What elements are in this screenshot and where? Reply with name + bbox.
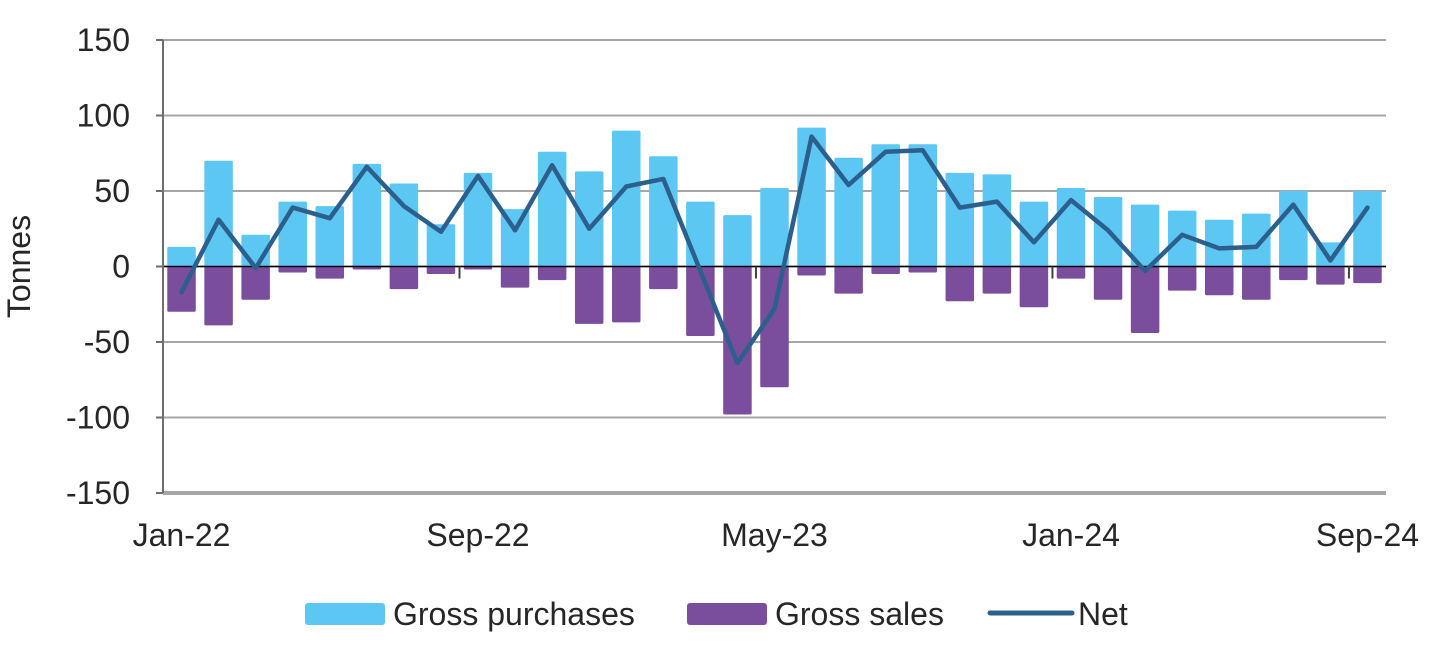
- bar-gross-sales-May-24: [1204, 266, 1234, 296]
- bar-gross-sales-May-22: [315, 266, 345, 279]
- bar-gross-purchases-May-23: [760, 187, 789, 267]
- x-tick-label-Jan-24: Jan-24: [1022, 517, 1120, 553]
- legend: Gross purchases Gross sales Net: [305, 596, 1128, 632]
- bars: [167, 127, 1382, 415]
- bar-gross-purchases-Apr-24: [1167, 210, 1197, 267]
- bar-gross-purchases-Feb-22: [204, 160, 233, 267]
- bar-gross-purchases-Sep-22: [463, 172, 493, 267]
- legend-label-gross-sales: Gross sales: [775, 596, 944, 632]
- bar-gross-purchases-Mar-24: [1130, 204, 1160, 267]
- bar-gross-purchases-Aug-23: [871, 144, 900, 267]
- y-tick-label--100: -100: [66, 400, 130, 436]
- bar-gross-purchases-Jul-22: [389, 183, 419, 267]
- net-line-series: [179, 134, 1370, 366]
- bar-gross-sales-Dec-22: [574, 266, 604, 324]
- bar-gross-sales-Aug-22: [426, 266, 456, 275]
- x-tick-label-Sep-22: Sep-22: [426, 517, 529, 553]
- y-axis-title: Tonnes: [1, 215, 37, 318]
- bar-gross-purchases-May-22: [315, 206, 345, 267]
- bar-gross-purchases-May-24: [1204, 219, 1234, 267]
- bar-gross-purchases-Oct-23: [945, 172, 975, 267]
- bar-gross-sales-Jan-23: [612, 266, 641, 323]
- bar-gross-purchases-Apr-23: [723, 215, 752, 267]
- bar-gross-sales-Nov-22: [537, 266, 567, 281]
- legend-swatch-gross-sales: [687, 603, 767, 625]
- bar-gross-sales-Apr-24: [1167, 266, 1197, 291]
- bar-gross-purchases-Sep-24: [1353, 191, 1382, 267]
- y-tick-label-0: 0: [112, 249, 130, 285]
- bar-gross-purchases-Dec-23: [1019, 201, 1049, 267]
- y-tick-label--150: -150: [66, 475, 130, 511]
- legend-swatch-gross-purchases: [305, 603, 385, 625]
- y-tick-label-150: 150: [77, 22, 130, 58]
- bar-gross-sales-Jun-23: [797, 266, 826, 276]
- bar-gross-sales-Jan-24: [1056, 266, 1086, 279]
- bar-gross-sales-Feb-22: [204, 266, 233, 326]
- bar-gross-purchases-Jun-22: [352, 163, 382, 267]
- bar-gross-purchases-Jul-24: [1279, 191, 1308, 267]
- bar-gross-sales-Sep-23: [908, 266, 937, 273]
- bar-gross-sales-Feb-24: [1093, 266, 1123, 300]
- bar-gross-sales-Apr-23: [723, 266, 752, 415]
- bar-gross-purchases-Dec-22: [574, 171, 604, 267]
- bar-gross-sales-Apr-22: [278, 266, 307, 273]
- bar-gross-sales-Oct-23: [945, 266, 975, 302]
- bar-gross-sales-Aug-24: [1316, 266, 1345, 285]
- y-tick-label-50: 50: [94, 173, 130, 209]
- bar-gross-sales-Jul-23: [834, 266, 863, 294]
- x-tick-labels: Jan-22 Sep-22 May-23 Jan-24 Sep-24: [133, 517, 1419, 553]
- bar-gross-sales-Jul-22: [389, 266, 419, 290]
- x-tick-label-May-23: May-23: [721, 517, 828, 553]
- bar-gross-purchases-Jul-23: [834, 157, 863, 267]
- bar-gross-purchases-Mar-23: [686, 201, 715, 267]
- y-tick-labels: 150 100 50 0 -50 -100 -150: [66, 22, 130, 511]
- bar-gross-purchases-Nov-23: [982, 174, 1012, 267]
- y-tick-label-100: 100: [77, 98, 130, 134]
- bar-gross-purchases-Feb-23: [649, 156, 678, 267]
- bar-gross-sales-Oct-22: [500, 266, 530, 288]
- x-tick-label-Jan-22: Jan-22: [133, 517, 231, 553]
- bar-gross-sales-Jun-24: [1242, 266, 1271, 300]
- bar-gross-sales-Jul-24: [1279, 266, 1308, 281]
- legend-label-net: Net: [1078, 596, 1128, 632]
- x-tick-label-Sep-24: Sep-24: [1316, 517, 1419, 553]
- bar-gross-sales-May-23: [760, 266, 789, 388]
- bar-gross-sales-Dec-23: [1019, 266, 1049, 308]
- bar-gross-purchases-Jun-24: [1242, 213, 1271, 267]
- bar-gross-sales-Mar-22: [241, 266, 270, 300]
- bar-gross-sales-Feb-23: [649, 266, 678, 290]
- bar-gross-purchases-Aug-22: [426, 224, 456, 267]
- bar-gross-sales-Sep-24: [1353, 266, 1382, 284]
- bar-gross-purchases-Jan-22: [167, 246, 196, 267]
- legend-label-gross-purchases: Gross purchases: [393, 596, 635, 632]
- bar-gross-sales-Mar-24: [1130, 266, 1160, 333]
- y-axis-ticks: [156, 39, 163, 494]
- y-tick-label--50: -50: [84, 324, 130, 360]
- bar-gross-sales-Nov-23: [982, 266, 1012, 294]
- bar-gross-purchases-Jan-23: [612, 130, 641, 267]
- bar-gross-purchases-Sep-23: [908, 144, 937, 267]
- bar-gross-sales-Aug-23: [871, 266, 900, 275]
